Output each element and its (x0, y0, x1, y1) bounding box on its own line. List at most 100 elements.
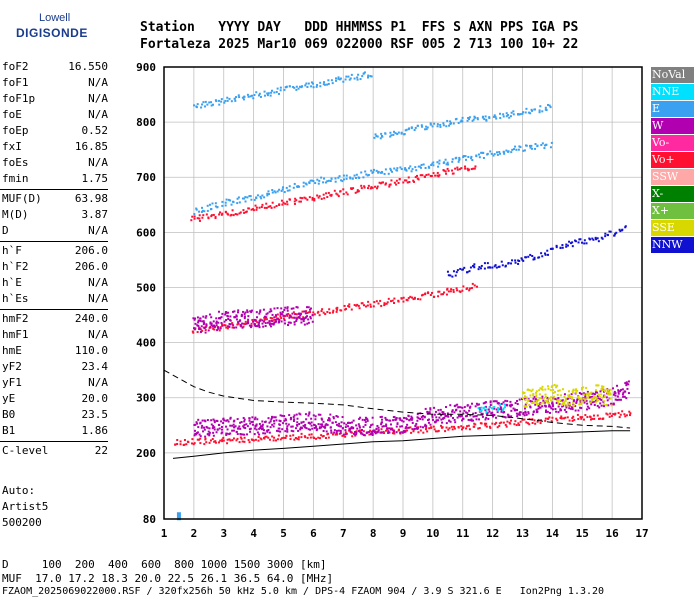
echo-point (572, 401, 575, 404)
echo-point (222, 436, 225, 439)
echo-point (512, 113, 515, 116)
echo-point (565, 243, 568, 246)
echo-point (274, 314, 277, 317)
echo-point (289, 416, 292, 419)
echo-point (367, 184, 370, 187)
echo-point (471, 282, 474, 285)
echo-point (224, 313, 227, 316)
echo-point (211, 437, 214, 440)
echo-point (451, 410, 454, 413)
echo-point (445, 163, 448, 166)
echo-point (259, 425, 262, 428)
echo-point (198, 210, 201, 213)
echo-point (473, 422, 476, 425)
echo-point (416, 298, 419, 301)
echo-point (589, 416, 592, 419)
echo-point (277, 92, 280, 95)
echo-point (224, 204, 227, 207)
echo-point (518, 398, 521, 401)
echo-point (415, 422, 418, 425)
param-value: 16.85 (74, 140, 108, 153)
echo-point (316, 311, 319, 314)
echo-point (363, 71, 366, 74)
echo-point (386, 301, 389, 304)
echo-point (281, 437, 284, 440)
param-name: foE (2, 108, 22, 121)
echo-point (380, 431, 383, 434)
echo-point (342, 193, 345, 196)
echo-point (274, 191, 277, 194)
echo-point (445, 172, 448, 175)
echo-point (328, 417, 331, 420)
echo-point (579, 399, 582, 402)
echo-trace (193, 141, 553, 216)
echo-point (496, 153, 499, 156)
echo-point (477, 268, 480, 271)
echo-point (300, 426, 303, 429)
echo-point (466, 167, 469, 170)
echo-point (372, 305, 375, 308)
echo-point (606, 233, 609, 236)
echo-point (391, 170, 394, 173)
echo-point (269, 426, 272, 429)
echo-point (582, 418, 585, 421)
echo-point (350, 187, 353, 190)
echo-point (323, 197, 326, 200)
echo-point (299, 314, 302, 317)
echo-point (364, 423, 367, 426)
echo-point (335, 429, 338, 432)
echo-point (518, 260, 521, 263)
echo-point (575, 400, 578, 403)
echo-point (252, 209, 255, 212)
echo-point (380, 421, 383, 424)
echo-point (424, 407, 427, 410)
echo-point (225, 419, 228, 422)
echo-point (440, 418, 443, 421)
x-tick-label: 6 (310, 527, 317, 540)
echo-point (316, 178, 319, 181)
echo-point (275, 320, 278, 323)
echo-point (466, 425, 469, 428)
echo-point (425, 425, 428, 428)
echo-point (218, 427, 221, 430)
echo-point (193, 442, 196, 445)
echo-point (521, 418, 524, 421)
echo-point (335, 431, 338, 434)
echo-point (489, 400, 492, 403)
echo-point (270, 322, 273, 325)
echo-point (176, 442, 179, 445)
echo-point (284, 430, 287, 433)
echo-point (271, 317, 274, 320)
echo-point (473, 263, 476, 266)
echo-point (267, 436, 270, 439)
echo-point (495, 266, 498, 269)
echo-point (229, 323, 232, 326)
echo-point (379, 299, 382, 302)
echo-point (462, 155, 465, 158)
echo-point (578, 391, 581, 394)
echo-point (367, 173, 370, 176)
echo-point (381, 418, 384, 421)
echo-point (405, 169, 408, 172)
echo-point (255, 424, 258, 427)
echo-point (259, 310, 262, 313)
echo-point (387, 431, 390, 434)
echo-point (588, 237, 591, 240)
echo-point (460, 119, 463, 122)
echo-point (617, 389, 620, 392)
echo-point (465, 411, 468, 414)
echo-point (466, 119, 469, 122)
echo-point (363, 185, 366, 188)
echo-point (247, 207, 250, 210)
echo-point (510, 262, 513, 265)
echo-point (280, 199, 283, 202)
echo-point (423, 415, 426, 418)
echo-point (607, 404, 610, 407)
echo-point (308, 411, 311, 414)
echo-point (293, 323, 296, 326)
echo-point (339, 430, 342, 433)
echo-point (417, 178, 420, 181)
echo-point (586, 416, 589, 419)
echo-point (327, 436, 330, 439)
echo-point (449, 122, 452, 125)
